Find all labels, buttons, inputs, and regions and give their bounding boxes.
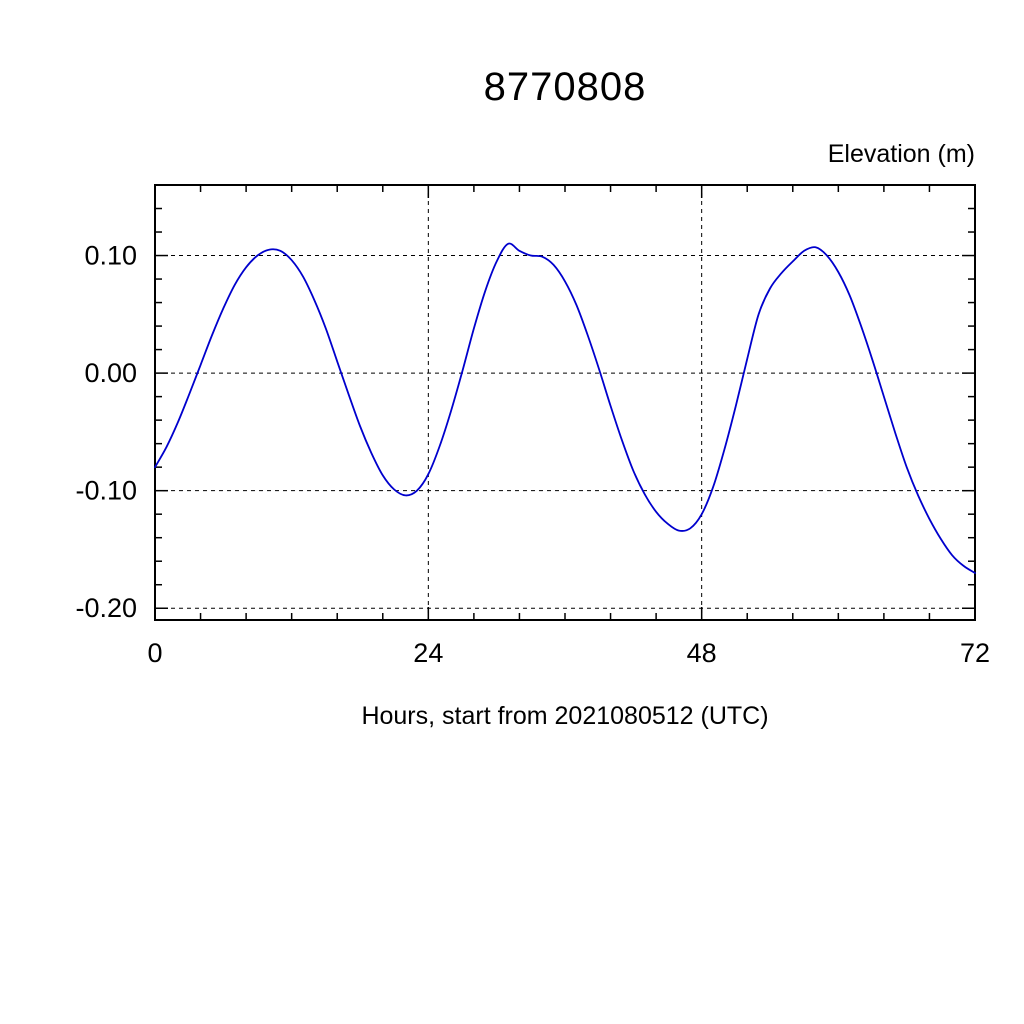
y-tick-label: -0.20 (75, 593, 137, 623)
x-tick-label: 72 (960, 638, 990, 668)
chart-title: 8770808 (483, 65, 647, 109)
y-tick-label: 0.00 (84, 358, 137, 388)
x-tick-label: 0 (147, 638, 162, 668)
tide-elevation-curve (154, 242, 976, 574)
y-axis-title: Elevation (m) (827, 140, 975, 168)
y-tick-label: -0.10 (75, 476, 137, 506)
x-axis-title: Hours, start from 2021080512 (UTC) (361, 702, 769, 730)
y-tick-label: 0.10 (84, 241, 137, 271)
x-tick-label: 24 (413, 638, 443, 668)
x-tick-label: 48 (687, 638, 717, 668)
